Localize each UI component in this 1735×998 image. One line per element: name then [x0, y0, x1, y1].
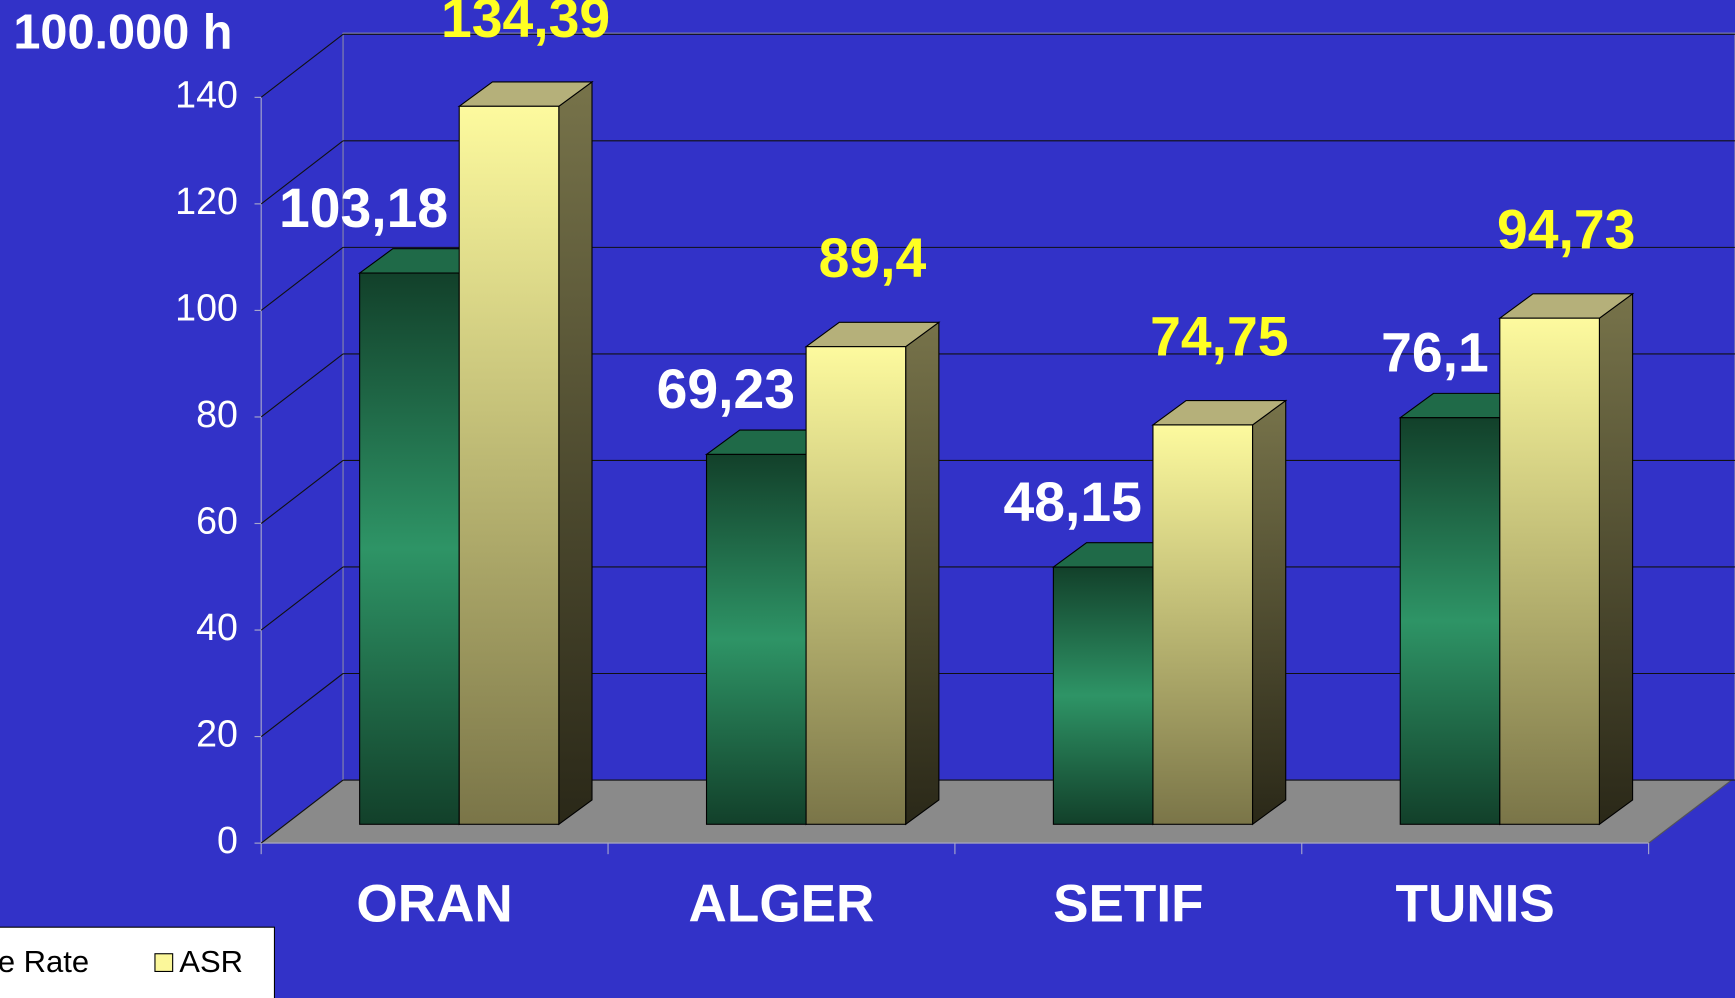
bar — [359, 272, 460, 825]
bar — [1499, 317, 1600, 825]
bar — [1399, 417, 1501, 825]
y-tick-label: 140 — [175, 73, 238, 115]
legend-swatch — [154, 953, 174, 972]
y-tick-label: 120 — [175, 180, 238, 222]
value-label: 76,1 — [1381, 321, 1489, 383]
y-tick-label: 20 — [196, 713, 238, 755]
grid-line — [260, 33, 344, 98]
y-tick-label: 80 — [196, 393, 238, 435]
y-tick-label: 60 — [196, 499, 238, 541]
value-label: 94,73 — [1497, 199, 1635, 261]
grid-line — [260, 140, 344, 205]
legend-label: e Rate — [0, 944, 89, 979]
bar — [458, 105, 560, 825]
bar — [705, 453, 807, 825]
bar-side — [558, 80, 593, 826]
chart-title: 100.000 h — [13, 5, 232, 59]
value-label: 69,23 — [657, 358, 795, 420]
legend-label: ASR — [179, 944, 243, 979]
bar-side — [1251, 399, 1287, 826]
y-tick-label: 0 — [217, 819, 238, 861]
grid-line — [260, 673, 344, 738]
value-label: 74,75 — [1150, 305, 1288, 367]
x-tick-label: SETIF — [1053, 874, 1203, 933]
grid-line — [260, 353, 344, 418]
bar — [805, 346, 907, 825]
legend-box — [0, 926, 276, 998]
value-label: 134,39 — [441, 0, 610, 49]
value-label: 89,4 — [819, 227, 927, 289]
y-tick-label: 100 — [175, 286, 238, 328]
bar-side — [905, 321, 940, 826]
x-tick-label: ALGER — [689, 874, 875, 933]
bar — [1152, 424, 1254, 825]
bar-side — [1598, 292, 1634, 826]
grid-line — [260, 779, 344, 844]
bar — [1052, 566, 1154, 825]
y-tick-label: 40 — [196, 606, 238, 648]
x-tick-label: TUNIS — [1396, 874, 1555, 933]
x-tick-label: ORAN — [356, 874, 512, 933]
grid-line — [260, 459, 344, 524]
value-label: 48,15 — [1003, 471, 1141, 533]
grid-line — [260, 246, 344, 311]
grid-line — [260, 566, 344, 631]
value-label: 103,18 — [279, 177, 448, 239]
legend: e Rate ASR — [0, 926, 276, 998]
